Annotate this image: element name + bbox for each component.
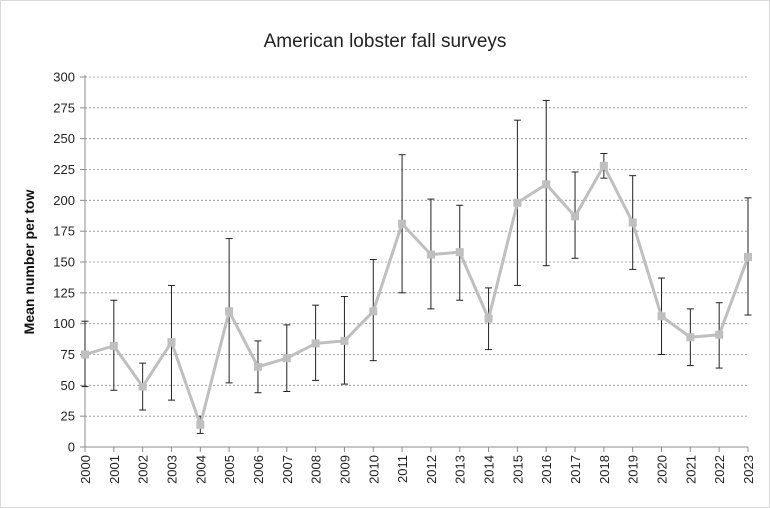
y-tick-labels: 0 25 50 75 100 125 150 175 200 225 250 275 300 [53,70,75,455]
y-tick-label-275: 275 [53,100,75,115]
data-point-2008 [311,339,320,348]
y-tick-label-250: 250 [53,131,75,146]
data-point-2022 [715,330,724,339]
data-point-2015 [513,198,522,207]
data-point-2009 [340,336,349,345]
data-point-2004 [196,420,205,429]
x-tick-label-2004: 2004 [193,455,208,484]
x-tick-label-2000: 2000 [78,455,93,484]
y-tick-label-50: 50 [61,378,75,393]
x-tick-label-2005: 2005 [222,455,237,484]
data-points [81,161,752,429]
y-tick-label-150: 150 [53,255,75,270]
x-tick-label-2019: 2019 [626,455,641,484]
x-tick-label-2002: 2002 [136,455,151,484]
data-point-2002 [138,382,147,391]
y-tick-label-300: 300 [53,70,75,85]
y-tick-label-100: 100 [53,316,75,331]
y-tick-label-125: 125 [53,285,75,300]
chart-title: American lobster fall surveys [263,31,507,52]
x-tick-labels: 2000 2001 2002 2003 2004 2005 2006 2007 2008 2009… [78,455,756,484]
x-tick-label-2009: 2009 [337,455,352,484]
data-point-2019 [628,218,637,227]
x-tick-label-2017: 2017 [568,455,583,484]
data-point-2016 [542,180,551,189]
x-tick-label-2018: 2018 [597,455,612,484]
x-tick-label-2008: 2008 [309,455,324,484]
data-point-2003 [167,338,176,347]
x-tick-label-2014: 2014 [482,455,497,484]
x-tick-label-2011: 2011 [395,455,410,483]
x-tick-label-2021: 2021 [683,455,698,484]
x-tick-label-2020: 2020 [655,455,670,484]
data-point-2013 [455,248,464,257]
x-tick-label-2023: 2023 [741,455,756,484]
data-point-2005 [225,307,234,316]
y-tick-label-175: 175 [53,224,75,239]
y-tick-label-0: 0 [68,440,75,455]
x-tick-label-2015: 2015 [510,455,525,484]
data-point-2023 [744,253,752,262]
gridlines [85,76,748,417]
x-tick-label-2003: 2003 [164,455,179,484]
error-bars [81,99,752,434]
data-point-2000 [81,350,89,359]
x-tick-label-2010: 2010 [366,455,381,484]
data-point-2011 [398,219,407,228]
y-tick-label-25: 25 [61,409,75,424]
y-tick-label-75: 75 [61,347,75,362]
x-tick-label-2001: 2001 [107,455,122,484]
data-point-2020 [657,312,666,321]
data-point-2001 [109,341,118,350]
x-tick-label-2013: 2013 [453,455,468,484]
series-line [84,164,750,427]
y-tick-label-200: 200 [53,193,75,208]
data-point-2006 [253,362,262,371]
data-point-2012 [426,250,435,259]
axes [80,75,749,452]
data-point-2014 [484,314,493,323]
x-tick-label-2022: 2022 [712,455,727,484]
data-point-2007 [282,354,291,363]
data-point-2021 [686,333,695,342]
y-tick-label-225: 225 [53,162,75,177]
data-point-2018 [599,161,608,170]
data-point-2010 [369,307,378,316]
x-tick-label-2012: 2012 [424,455,439,484]
x-tick-label-2006: 2006 [251,455,266,484]
x-tick-label-2007: 2007 [280,455,295,484]
series-polyline [84,164,750,427]
x-tick-label-2016: 2016 [539,455,554,484]
data-point-2017 [571,212,580,221]
